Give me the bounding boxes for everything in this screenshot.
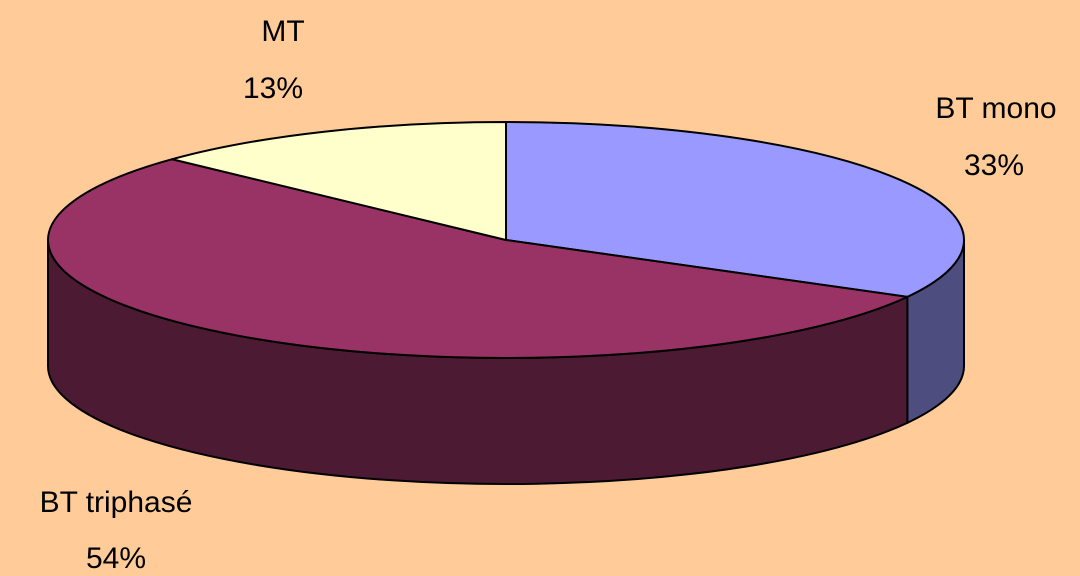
pie-slice-mt bbox=[171, 121, 507, 241]
label-bt-mono-name: BT mono bbox=[935, 92, 1056, 125]
label-bt-triphase-percent: 54% bbox=[86, 542, 146, 575]
pie-slice-bt-triphase bbox=[47, 158, 909, 359]
label-mt-percent: 13% bbox=[243, 72, 303, 105]
pie-slice-bt-mono bbox=[505, 121, 966, 298]
pie-top-faces bbox=[47, 121, 966, 359]
label-mt-name: MT bbox=[261, 15, 304, 48]
label-bt-mono-percent: 33% bbox=[964, 149, 1024, 182]
label-bt-triphase-name: BT triphasé bbox=[40, 486, 193, 519]
